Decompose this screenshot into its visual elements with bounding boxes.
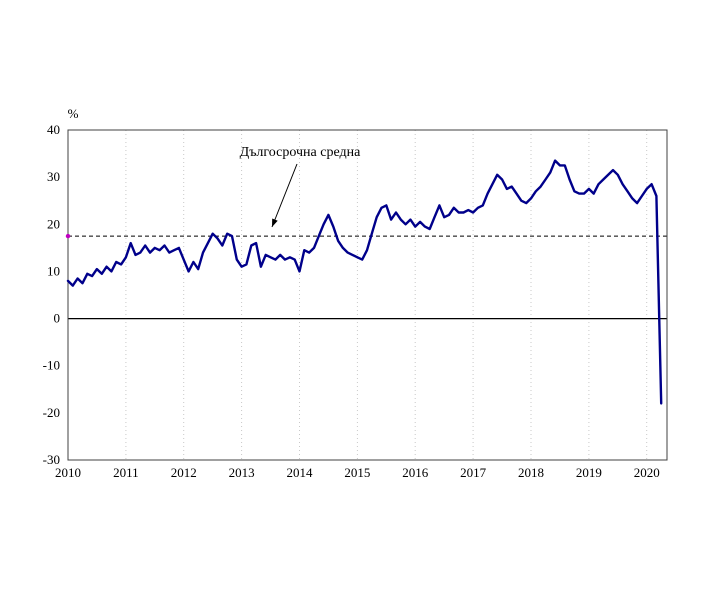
- y-tick-label: 10: [47, 263, 60, 278]
- average-marker-dot: [65, 233, 71, 239]
- x-tick-label: 2010: [55, 465, 81, 480]
- plot-frame: [67, 129, 668, 461]
- average-line-annotation: Дългосрочна средна: [240, 145, 361, 160]
- y-tick-label: 0: [54, 311, 61, 326]
- annotation-arrow-line: [271, 163, 298, 228]
- y-tick-label: -10: [43, 358, 60, 373]
- x-tick-label: 2016: [402, 465, 429, 480]
- x-tick-label: 2018: [518, 465, 544, 480]
- annotation-arrow-head: [272, 218, 278, 227]
- y-axis-unit-label: %: [68, 106, 79, 121]
- x-tick-label: 2013: [229, 465, 255, 480]
- data-line: [66, 159, 663, 405]
- x-tick-label: 2015: [344, 465, 370, 480]
- y-tick-label: -20: [43, 405, 60, 420]
- x-tick-label: 2019: [576, 465, 602, 480]
- x-tick-label: 2012: [171, 465, 197, 480]
- y-tick-label: 30: [47, 169, 60, 184]
- x-tick-label: 2017: [460, 465, 487, 480]
- x-tick-label: 2014: [287, 465, 314, 480]
- y-tick-label: -30: [43, 452, 60, 467]
- y-tick-label: 20: [47, 216, 60, 231]
- x-tick-label: 2020: [634, 465, 660, 480]
- y-tick-label: 40: [47, 122, 60, 137]
- x-tick-label: 2011: [113, 465, 139, 480]
